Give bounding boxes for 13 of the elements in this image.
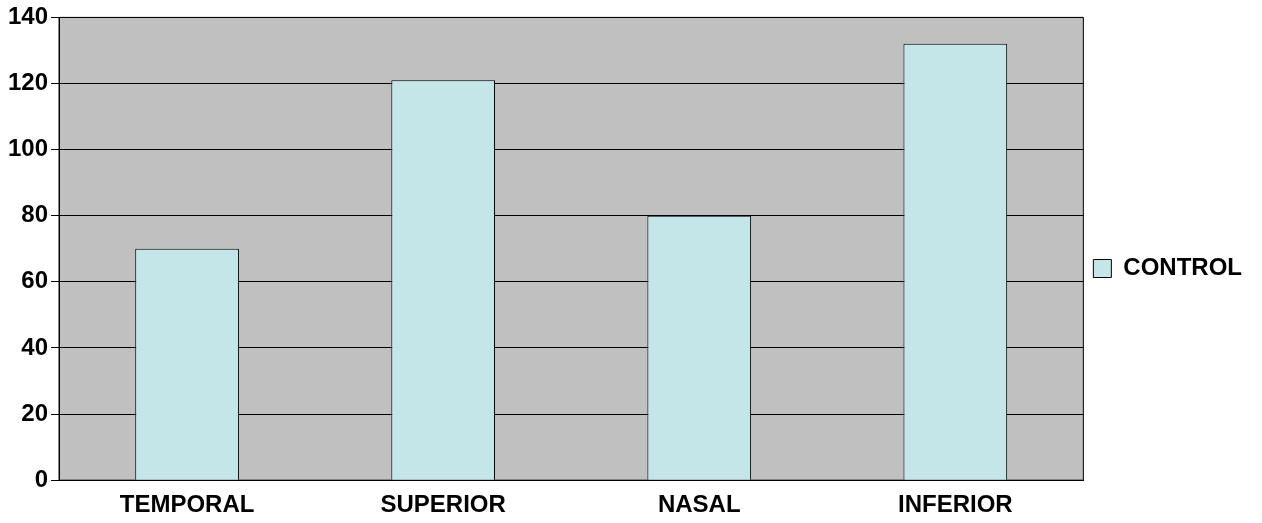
x-tick-label: TEMPORAL: [119, 490, 255, 518]
x-tick-label: INFERIOR: [897, 490, 1013, 518]
y-tick-label: 20: [21, 398, 49, 426]
y-tick-label: 140: [8, 2, 49, 30]
y-tick-label: 100: [8, 134, 49, 162]
y-tick-label: 40: [21, 332, 49, 360]
x-tick-label: SUPERIOR: [380, 490, 506, 518]
y-tick-label: 80: [21, 200, 49, 228]
x-tick-label: NASAL: [657, 490, 741, 518]
y-tick-label: 120: [8, 68, 49, 96]
y-tick-label: 0: [34, 464, 49, 492]
legend-label: CONTROL: [1123, 253, 1242, 281]
y-tick-label: 60: [21, 266, 49, 294]
